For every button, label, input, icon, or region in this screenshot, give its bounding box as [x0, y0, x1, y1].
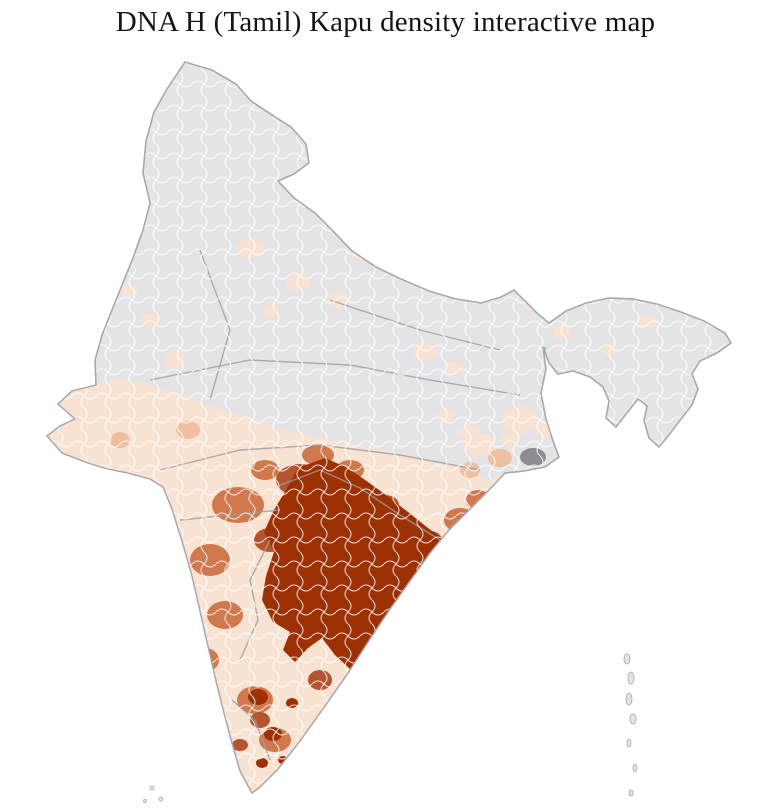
- india-outer-border: [45, 61, 732, 795]
- district-grid-overlay: [47, 62, 731, 793]
- density-layers: [47, 62, 731, 793]
- lakshadweep-islands[interactable]: [143, 785, 164, 803]
- andaman-islands[interactable]: [623, 653, 638, 797]
- page-title: DNA H (Tamil) Kapu density interactive m…: [115, 6, 656, 38]
